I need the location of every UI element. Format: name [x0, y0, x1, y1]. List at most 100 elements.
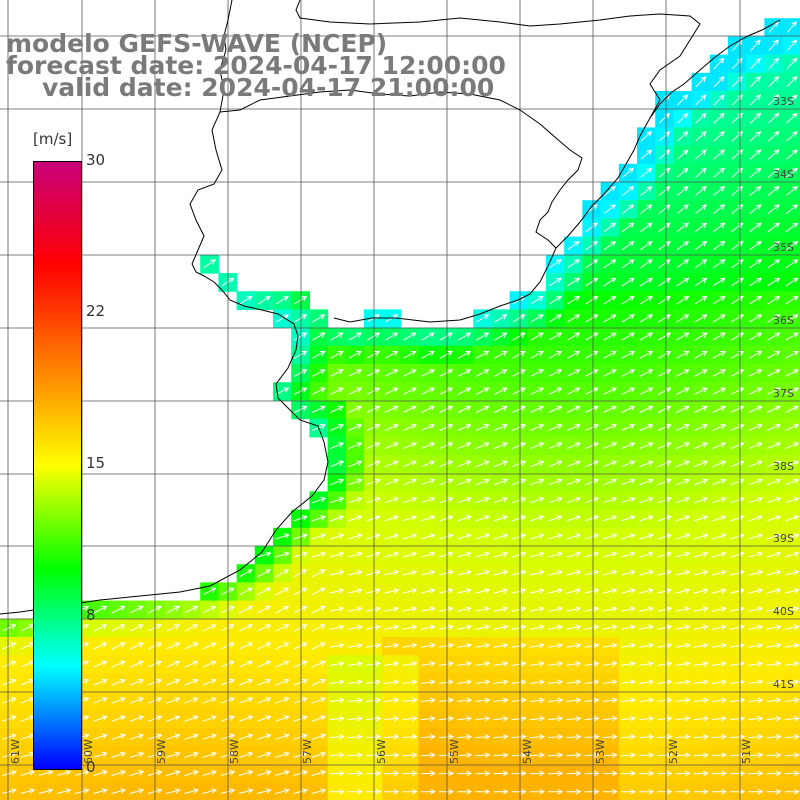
wind-arrow	[548, 533, 563, 540]
wind-arrow	[784, 569, 800, 576]
wind-arrow	[676, 314, 690, 323]
wind-arrow	[567, 314, 581, 323]
wind-arrow	[402, 442, 417, 450]
wind-arrow	[529, 624, 545, 631]
wind-arrow	[239, 697, 254, 704]
wind-arrow	[548, 788, 564, 795]
wind-arrow	[311, 642, 326, 650]
wind-arrow	[293, 515, 308, 522]
wind-arrow	[330, 460, 345, 468]
wind-arrow	[366, 460, 381, 468]
wind-arrow	[694, 405, 708, 413]
wind-arrow	[275, 314, 289, 323]
wind-arrow	[694, 240, 708, 251]
wind-arrow	[766, 478, 782, 486]
wind-arrow	[712, 533, 727, 540]
wind-arrow	[639, 478, 654, 486]
wind-arrow	[730, 788, 746, 795]
wind-arrow	[348, 533, 363, 540]
wind-arrow	[347, 606, 363, 612]
wind-arrow	[457, 405, 472, 413]
wind-arrow	[293, 678, 308, 686]
wind-arrow	[366, 697, 382, 704]
wind-arrow	[511, 752, 527, 758]
colorbar-unit: [m/s]	[30, 130, 76, 148]
wind-arrow	[766, 734, 782, 740]
wind-arrow	[748, 752, 764, 758]
wind-arrow	[584, 661, 600, 667]
wind-arrow	[566, 442, 581, 450]
wind-arrow	[585, 314, 599, 323]
wind-arrow	[693, 496, 709, 504]
wind-arrow	[93, 697, 108, 704]
wind-arrow	[657, 788, 673, 795]
wind-arrow	[111, 605, 126, 614]
wind-arrow	[493, 460, 508, 468]
wind-arrow	[712, 423, 727, 431]
wind-arrow	[749, 240, 762, 251]
wind-arrow	[639, 715, 655, 722]
wind-arrow	[675, 387, 690, 395]
wind-arrow	[766, 405, 781, 413]
wind-arrow	[2, 770, 17, 776]
wind-arrow	[748, 642, 764, 649]
wind-arrow	[784, 788, 800, 795]
wind-arrow	[384, 351, 399, 359]
wind-arrow	[548, 734, 564, 740]
wind-arrow	[111, 642, 126, 650]
wind-arrow	[566, 387, 581, 395]
wind-arrow	[294, 296, 308, 305]
wind-arrow	[256, 788, 272, 794]
wind-arrow	[511, 478, 527, 486]
wind-arrow	[493, 588, 509, 594]
wind-arrow	[711, 752, 727, 758]
wind-arrow	[603, 222, 617, 233]
wind-arrow	[530, 314, 544, 323]
wind-arrow	[748, 569, 764, 576]
wind-arrow	[713, 57, 725, 70]
wind-arrow	[220, 642, 235, 650]
wind-arrow	[475, 770, 491, 777]
wind-arrow	[584, 496, 600, 504]
wind-arrow	[548, 478, 563, 486]
wind-arrow	[785, 442, 800, 450]
wind-arrow	[329, 496, 345, 504]
wind-arrow	[329, 588, 345, 594]
wind-arrow	[457, 752, 473, 758]
wind-arrow	[93, 733, 108, 740]
wind-arrow	[676, 131, 689, 142]
wind-arrow	[384, 788, 400, 795]
wind-arrow	[748, 460, 763, 468]
wind-arrow	[348, 387, 363, 395]
wind-arrow	[621, 240, 635, 251]
wind-arrow	[530, 478, 545, 486]
wind-arrow	[439, 515, 454, 522]
wind-arrow	[584, 715, 600, 722]
wind-arrow	[657, 770, 673, 777]
wind-arrow	[275, 551, 290, 558]
wind-arrow	[749, 277, 763, 287]
wind-arrow	[366, 351, 381, 359]
wind-arrow	[2, 733, 17, 740]
wind-arrow	[293, 605, 308, 614]
wind-arrow	[730, 642, 746, 649]
wind-arrow	[329, 478, 345, 486]
wind-arrow	[766, 715, 782, 722]
wind-arrow	[275, 788, 290, 794]
wind-arrow	[293, 660, 308, 668]
wind-arrow	[529, 642, 545, 649]
wind-arrow	[402, 405, 417, 413]
wind-arrow	[712, 442, 727, 450]
wind-arrow	[603, 442, 618, 450]
wind-arrow	[657, 515, 672, 522]
wind-arrow	[511, 606, 527, 612]
wind-arrow	[439, 551, 454, 558]
wind-arrow	[639, 314, 653, 323]
wind-arrow	[784, 551, 800, 558]
wind-arrow	[202, 587, 217, 596]
wind-arrow	[548, 460, 563, 468]
wind-arrow	[530, 423, 545, 431]
wind-arrow	[347, 770, 363, 777]
wind-arrow	[675, 405, 690, 413]
wind-arrow	[657, 478, 672, 486]
